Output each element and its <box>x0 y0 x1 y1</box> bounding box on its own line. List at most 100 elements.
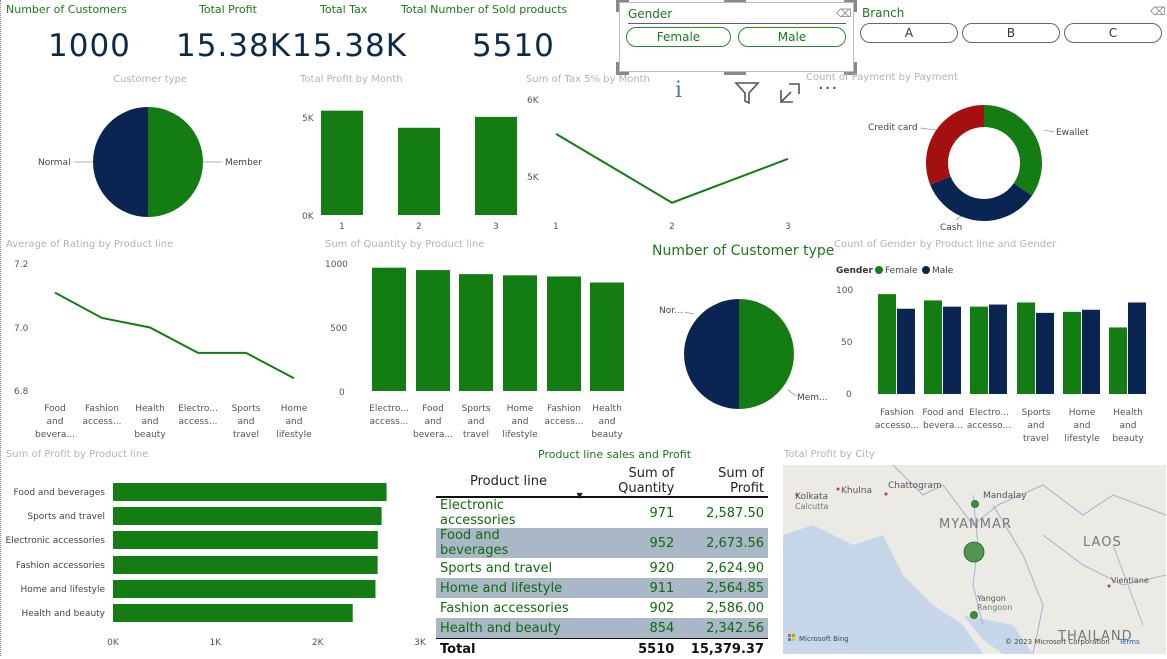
branch-option-b[interactable]: B <box>962 23 1060 43</box>
resize-handle-icon[interactable] <box>724 0 746 2</box>
bar-quantity[interactable] <box>372 267 406 391</box>
bar-month-1[interactable] <box>321 110 363 215</box>
table-row[interactable]: Home and lifestyle 911 2,564.85 <box>436 578 768 598</box>
bar-quantity[interactable] <box>590 282 624 391</box>
page-border <box>0 0 1 656</box>
product-matrix[interactable]: Product line Sum of Quantity ▼ Sum of Pro… <box>436 466 768 659</box>
pie-slice-normal[interactable] <box>93 107 148 217</box>
profit-by-month-chart[interactable]: 5K 0K 1 2 3 <box>296 88 526 238</box>
table-row[interactable]: Sports and travel 920 2,624.90 <box>436 558 768 578</box>
bar-female[interactable] <box>924 300 942 394</box>
bar-profit[interactable] <box>113 483 387 501</box>
x-tick: Food <box>422 404 444 414</box>
resize-handle-icon[interactable] <box>616 0 629 12</box>
bar-quantity[interactable] <box>416 270 450 391</box>
gender-slicer[interactable]: Gender ⌫ Female Male <box>616 0 857 75</box>
bar-quantity[interactable] <box>503 275 537 391</box>
table-row[interactable]: Health and beauty 854 2,342.56 <box>436 618 768 638</box>
bar-profit[interactable] <box>113 580 376 598</box>
tax-by-month-chart[interactable]: 6K 5K 1 2 3 <box>520 88 800 238</box>
bar-profit[interactable] <box>113 507 382 525</box>
bar-female[interactable] <box>878 294 896 394</box>
map-terms-link[interactable]: Terms <box>1119 638 1140 646</box>
eraser-icon[interactable]: ⌫ <box>836 7 852 20</box>
bar-male[interactable] <box>1128 302 1146 394</box>
col-header-sum-profit[interactable]: Sum of Profit <box>718 466 764 496</box>
branch-option-c[interactable]: C <box>1064 23 1162 43</box>
col-header-product-line[interactable]: Product line <box>470 473 547 489</box>
x-tick: Health <box>1113 408 1143 418</box>
table-row[interactable]: Food and beverages 952 2,673.56 <box>436 528 768 558</box>
map-label-rangoon: Rangoon <box>977 603 1012 612</box>
filter-icon[interactable] <box>734 80 760 106</box>
gender-option-male[interactable]: Male <box>738 27 846 47</box>
bar-quantity[interactable] <box>547 276 581 391</box>
x-tick: access... <box>179 417 218 427</box>
customer-type-pie[interactable]: Member Normal <box>0 88 300 238</box>
x-tick: 1 <box>553 222 559 232</box>
bar-female[interactable] <box>1109 327 1127 394</box>
resize-handle-icon[interactable] <box>616 62 629 75</box>
eraser-icon[interactable]: ⌫ <box>1150 5 1166 18</box>
col-header-sum-quantity[interactable]: Sum of Quantity ▼ <box>576 466 675 500</box>
info-icon[interactable]: i <box>675 78 683 103</box>
quantity-chart[interactable]: 1000 500 0 Electro... access... Food and bev… <box>320 252 640 442</box>
pie-slice-member[interactable] <box>739 299 794 409</box>
bar-profit[interactable] <box>113 604 353 622</box>
bar-male[interactable] <box>989 304 1007 394</box>
payment-donut-chart[interactable]: Credit card Ewallet Cash <box>806 86 1166 236</box>
bar-profit[interactable] <box>113 531 378 549</box>
donut-slice-cash[interactable] <box>930 176 1032 221</box>
focus-mode-icon[interactable] <box>777 80 803 106</box>
cell-profit: 2,342.56 <box>678 618 768 638</box>
tax-by-month-title: Sum of Tax 5% by Month <box>526 74 650 85</box>
city-map[interactable]: Kolkata Calcutta Khulna Chattogram Manda… <box>783 465 1166 654</box>
x-tick: 3 <box>785 222 791 232</box>
cell-quantity: 920 <box>649 560 675 576</box>
branch-option-a[interactable]: A <box>860 23 958 43</box>
rating-title: Average of Rating by Product line <box>6 239 174 250</box>
bar-male[interactable] <box>943 306 961 394</box>
x-tick: Sports <box>1022 408 1051 418</box>
gender-option-female[interactable]: Female <box>626 27 731 47</box>
bar-month-3[interactable] <box>475 116 517 215</box>
more-options-icon[interactable]: ··· <box>818 78 839 99</box>
x-tick: beauty <box>134 430 166 440</box>
profit-product-chart[interactable]: Food and beverages Sports and travel Elect… <box>0 462 436 656</box>
x-tick: and <box>286 417 303 427</box>
pie-slice-normal[interactable] <box>684 299 739 409</box>
bar-female[interactable] <box>1063 311 1081 394</box>
resize-handle-icon[interactable] <box>844 0 857 12</box>
pie-label-member: Mem... <box>797 393 828 403</box>
customer-type2-title: Number of Customer type <box>652 243 835 259</box>
bar-male[interactable] <box>897 308 915 394</box>
bar-male[interactable] <box>1036 312 1054 394</box>
gender-product-chart[interactable]: Gender Female Male 100 50 0 Fashion acces… <box>826 256 1166 446</box>
customer-type2-pie[interactable]: Nor... Mem... <box>640 262 830 442</box>
x-tick: travel <box>1023 434 1049 444</box>
pie-label-normal: Nor... <box>659 306 683 316</box>
bar-profit[interactable] <box>113 556 378 574</box>
bar-month-2[interactable] <box>398 127 440 215</box>
x-tick: access... <box>83 417 122 427</box>
bar-female[interactable] <box>970 306 988 394</box>
table-row[interactable]: Electronic accessories 971 2,587.50 <box>436 498 768 528</box>
matrix-title: Product line sales and Profit <box>538 448 692 461</box>
x-tick: 3 <box>493 222 499 232</box>
rating-line <box>54 291 295 380</box>
rating-chart[interactable]: 7.2 7.0 6.8 Food and bevera... Fashion acces… <box>0 252 320 442</box>
y-tick: 7.2 <box>14 260 28 270</box>
x-tick: Food and <box>922 408 963 418</box>
y-label: Health and beauty <box>21 609 105 619</box>
table-row[interactable]: Fashion accessories 902 2,586.00 <box>436 598 768 618</box>
cell-product-line: Fashion accessories <box>440 600 569 616</box>
bar-female[interactable] <box>1017 302 1035 394</box>
bar-quantity[interactable] <box>459 274 493 391</box>
donut-slice-ewallet[interactable] <box>984 105 1042 196</box>
donut-slice-credit-card[interactable] <box>926 105 984 185</box>
resize-handle-icon[interactable] <box>844 62 857 75</box>
x-tick: and <box>47 417 64 427</box>
pie-slice-member[interactable] <box>148 107 203 217</box>
bar-male[interactable] <box>1082 309 1100 394</box>
resize-handle-icon[interactable] <box>724 72 746 75</box>
